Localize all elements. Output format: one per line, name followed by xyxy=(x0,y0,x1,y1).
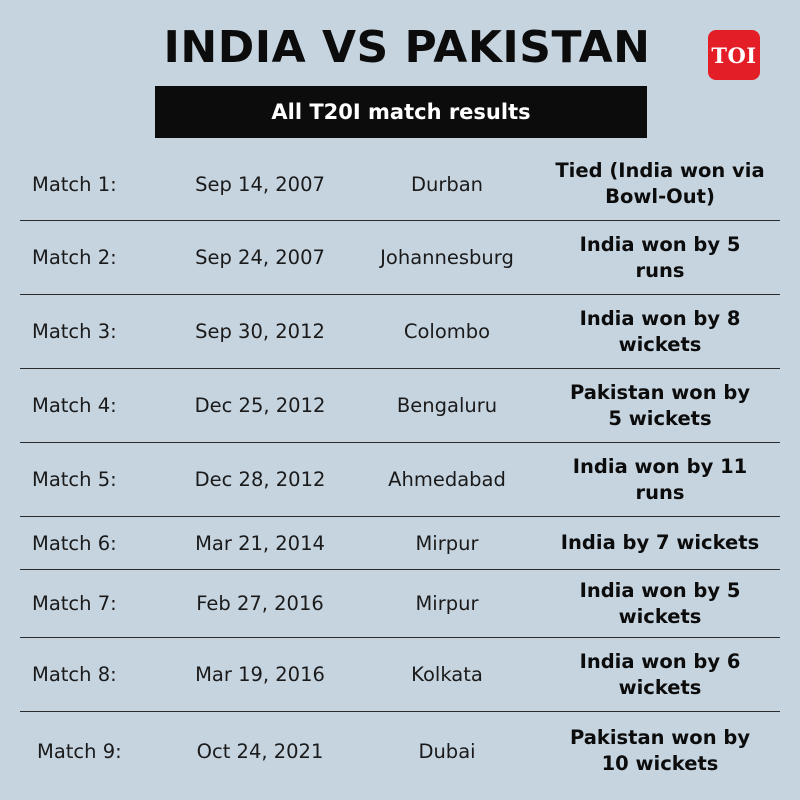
match-date: Sep 14, 2007 xyxy=(195,172,325,196)
table-row: Match 5: Dec 28, 2012 Ahmedabad India wo… xyxy=(20,443,780,517)
match-date: Dec 28, 2012 xyxy=(194,468,326,491)
table-row: Match 1: Sep 14, 2007 Durban Tied (India… xyxy=(20,148,780,221)
match-date: Mar 21, 2014 xyxy=(195,531,325,555)
table-row: Match 4: Dec 25, 2012 Bengaluru Pakistan… xyxy=(20,369,780,443)
match-result: Pakistan won by 5 wickets xyxy=(569,380,751,430)
match-date: Sep 24, 2007 xyxy=(195,246,325,269)
match-result: Pakistan won by 10 wickets xyxy=(569,726,751,775)
toi-logo: TOI xyxy=(708,30,760,80)
match-result: India won by 11 runs xyxy=(572,454,748,504)
match-result: Tied (India won via Bowl-Out) xyxy=(555,159,765,208)
match-date: Mar 19, 2016 xyxy=(195,663,325,686)
subtitle: All T20I match results xyxy=(271,100,531,124)
match-result: India won by 5 runs xyxy=(579,232,741,282)
match-date: Sep 30, 2012 xyxy=(195,320,325,343)
match-number: Match 6: xyxy=(32,531,117,555)
table-row: Match 3: Sep 30, 2012 Colombo India won … xyxy=(20,295,780,369)
table-row: Match 7: Feb 27, 2016 Mirpur India won b… xyxy=(20,570,780,638)
match-venue: Ahmedabad xyxy=(388,468,506,491)
match-number: Match 8: xyxy=(32,663,117,686)
match-number: Match 5: xyxy=(32,468,117,491)
match-number: Match 2: xyxy=(32,246,117,269)
logo-text: TOI xyxy=(711,42,757,68)
table-row: Match 6: Mar 21, 2014 Mirpur India by 7 … xyxy=(20,517,780,570)
match-date: Dec 25, 2012 xyxy=(194,394,326,417)
match-venue: Dubai xyxy=(418,739,476,763)
match-number: Match 9: xyxy=(37,739,122,763)
match-date: Oct 24, 2021 xyxy=(196,739,324,763)
match-venue: Mirpur xyxy=(415,592,479,615)
match-result: India won by 8 wickets xyxy=(579,306,741,356)
table-row: Match 8: Mar 19, 2016 Kolkata India won … xyxy=(20,638,780,712)
match-venue: Bengaluru xyxy=(396,394,498,417)
table-row: Match 9: Oct 24, 2021 Dubai Pakistan won… xyxy=(20,712,780,790)
match-venue: Kolkata xyxy=(411,663,483,686)
match-number: Match 3: xyxy=(32,320,117,343)
match-result: India by 7 wickets xyxy=(560,531,760,554)
match-venue: Durban xyxy=(410,172,484,196)
match-venue: Johannesburg xyxy=(380,246,514,269)
table-row: Match 2: Sep 24, 2007 Johannesburg India… xyxy=(20,221,780,295)
match-number: Match 7: xyxy=(32,592,117,615)
match-number: Match 4: xyxy=(32,394,117,417)
match-date: Feb 27, 2016 xyxy=(196,592,324,615)
match-result: India won by 6 wickets xyxy=(579,649,741,699)
match-number: Match 1: xyxy=(32,172,117,196)
match-venue: Colombo xyxy=(403,320,491,343)
match-result: India won by 5 wickets xyxy=(579,578,741,628)
match-venue: Mirpur xyxy=(415,531,479,555)
subtitle-bar: All T20I match results xyxy=(155,86,647,138)
results-table: Match 1: Sep 14, 2007 Durban Tied (India… xyxy=(20,148,780,790)
page-title: INDIA VS PAKISTAN xyxy=(163,22,651,73)
